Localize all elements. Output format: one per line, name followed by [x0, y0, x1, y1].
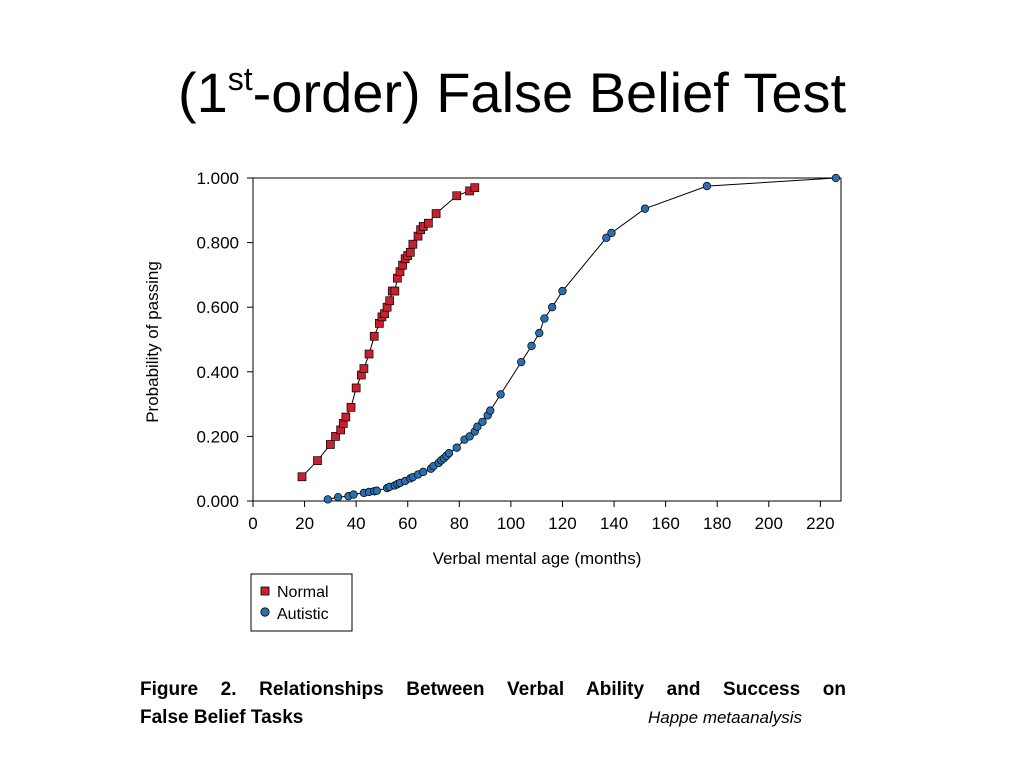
figure-caption: Figure 2. Relationships Between Verbal A…	[140, 676, 846, 732]
probability-chart: 0.000 0.200 0.400 0.600 0.800 1.000 0 20 40 60 80…	[143, 169, 842, 632]
data-point-normal	[297, 472, 307, 482]
y-tick-label: 0.400	[196, 363, 239, 382]
data-point-autistic	[558, 286, 567, 296]
data-point-normal	[452, 191, 462, 201]
data-point-autistic	[323, 495, 332, 504]
slide-title: (1st-order) False Belief Test	[0, 58, 1024, 128]
title-part-suffix: -order) False Belief Test	[252, 61, 847, 124]
series-layer	[297, 173, 840, 504]
data-point-autistic	[496, 390, 505, 399]
data-point-normal	[385, 296, 395, 306]
data-point-autistic	[372, 486, 381, 495]
caption-line-2: False Belief Tasks	[140, 707, 304, 728]
legend-box	[250, 573, 353, 632]
data-point-normal	[390, 286, 400, 296]
data-point-autistic	[602, 233, 611, 242]
x-tick-label: 60	[398, 514, 417, 533]
data-point-autistic	[535, 328, 544, 338]
x-tick-label: 80	[450, 514, 469, 533]
data-point-normal	[331, 432, 340, 441]
data-point-normal	[313, 456, 322, 465]
data-point-normal	[424, 218, 433, 228]
series-line-normal	[301, 187, 476, 478]
data-point-autistic	[478, 417, 487, 427]
data-point-autistic	[517, 357, 526, 367]
data-point-autistic	[349, 490, 358, 499]
data-point-normal	[351, 383, 361, 393]
data-point-normal	[359, 364, 369, 373]
y-tick-label: 0.200	[196, 427, 239, 446]
data-point-normal	[364, 349, 374, 359]
data-point-autistic	[465, 432, 474, 441]
data-point-normal	[369, 331, 379, 341]
title-superscript: st	[227, 61, 253, 97]
legend-label-normal: Normal	[277, 584, 329, 601]
series-normal	[297, 183, 480, 482]
legend: Normal Autistic	[250, 573, 353, 632]
data-point-autistic	[527, 341, 536, 351]
data-point-autistic	[419, 467, 428, 477]
x-tick-label: 220	[806, 514, 834, 533]
legend-marker-normal	[260, 586, 270, 596]
y-tick-label: 1.000	[196, 169, 239, 188]
data-point-normal	[408, 239, 418, 249]
x-tick-label: 100	[497, 514, 525, 533]
y-tick-label: 0.000	[196, 492, 239, 511]
data-point-autistic	[640, 204, 650, 213]
data-point-autistic	[548, 303, 557, 312]
y-axis-ticks: 0.000 0.200 0.400 0.600 0.800 1.000	[196, 169, 253, 511]
source-note: Happe metaanalysis	[648, 708, 803, 727]
x-tick-label: 120	[548, 514, 576, 533]
data-point-autistic	[333, 492, 343, 502]
x-tick-label: 0	[248, 514, 257, 533]
x-tick-label: 20	[295, 514, 314, 533]
data-point-autistic	[486, 406, 495, 415]
x-axis-label: Verbal mental age (months)	[433, 549, 642, 568]
plot-frame	[252, 177, 842, 502]
data-point-autistic	[473, 422, 482, 431]
data-point-normal	[431, 209, 441, 218]
series-autistic	[323, 173, 840, 504]
data-point-normal	[405, 247, 415, 257]
data-point-normal	[346, 402, 356, 412]
y-tick-label: 0.800	[196, 234, 239, 253]
data-point-autistic	[831, 173, 840, 183]
data-point-normal	[470, 183, 480, 193]
legend-label-autistic: Autistic	[277, 606, 329, 623]
caption-line-1: Figure 2. Relationships Between Verbal A…	[140, 679, 846, 700]
data-point-autistic	[452, 443, 461, 452]
legend-marker-autistic	[260, 607, 270, 617]
x-tick-label: 160	[651, 514, 679, 533]
x-tick-label: 200	[755, 514, 783, 533]
x-axis-ticks: 0 20 40 60 80 100 120 140 160 180 200 220	[248, 501, 835, 533]
title-part-prefix: (1	[177, 61, 228, 124]
series-line-autistic	[327, 177, 836, 500]
data-point-normal	[326, 440, 335, 449]
y-tick-label: 0.600	[196, 298, 239, 317]
data-point-autistic	[444, 449, 454, 458]
x-tick-label: 180	[703, 514, 731, 533]
x-tick-label: 40	[347, 514, 366, 533]
data-point-autistic	[702, 181, 712, 191]
data-point-autistic	[540, 314, 549, 323]
data-point-normal	[341, 412, 351, 422]
y-axis-label: Probability of passing	[143, 261, 162, 423]
data-point-autistic	[607, 228, 616, 238]
x-tick-label: 140	[600, 514, 628, 533]
